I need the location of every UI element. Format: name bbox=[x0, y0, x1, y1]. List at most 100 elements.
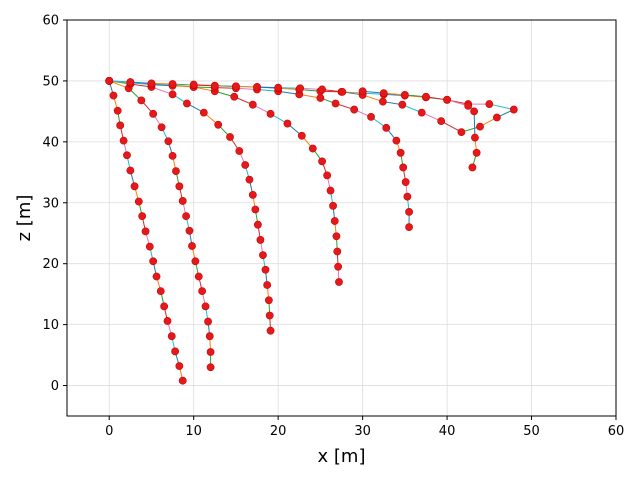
series-6 bbox=[105, 77, 518, 136]
data-point bbox=[350, 105, 359, 114]
data-point bbox=[468, 163, 477, 172]
data-point bbox=[318, 157, 326, 166]
data-point bbox=[251, 205, 260, 214]
data-point bbox=[332, 232, 341, 241]
data-point bbox=[156, 287, 165, 296]
data-point bbox=[149, 109, 158, 118]
data-point bbox=[464, 102, 473, 110]
data-point bbox=[405, 223, 413, 232]
data-point bbox=[160, 302, 169, 311]
data-point bbox=[403, 192, 412, 201]
data-point bbox=[283, 119, 292, 128]
x-tick-label: 0 bbox=[105, 424, 113, 439]
data-point bbox=[266, 109, 275, 118]
data-point bbox=[472, 148, 481, 157]
series-segment bbox=[473, 111, 476, 138]
data-point bbox=[168, 90, 177, 99]
data-point bbox=[138, 212, 147, 221]
data-point bbox=[168, 80, 177, 88]
data-point bbox=[175, 182, 184, 191]
data-point bbox=[183, 99, 191, 108]
data-point bbox=[471, 133, 479, 142]
data-point bbox=[253, 83, 261, 91]
data-point bbox=[330, 217, 339, 225]
data-point bbox=[137, 96, 146, 105]
data-point bbox=[210, 81, 219, 90]
x-tick-label: 50 bbox=[523, 424, 540, 439]
data-point bbox=[194, 272, 203, 281]
data-point bbox=[248, 100, 257, 109]
data-point bbox=[175, 362, 184, 370]
data-point bbox=[256, 236, 265, 244]
x-tick-label: 20 bbox=[270, 424, 287, 439]
y-tick-label: 0 bbox=[51, 379, 59, 394]
data-point bbox=[152, 272, 161, 281]
data-point bbox=[145, 242, 154, 251]
data-point bbox=[437, 117, 446, 126]
series-3 bbox=[105, 77, 275, 335]
ticks: 0 10 20 30 40 50 60 0 10 20 30 40 50 60 bbox=[42, 14, 624, 440]
data-point bbox=[126, 166, 135, 175]
y-tick-label: 20 bbox=[42, 257, 59, 272]
data-point bbox=[164, 137, 173, 146]
data-point bbox=[396, 148, 405, 157]
data-point bbox=[109, 91, 118, 100]
data-point bbox=[199, 108, 208, 117]
data-point bbox=[326, 186, 335, 195]
y-tick-label: 60 bbox=[42, 14, 59, 29]
y-axis-label: z [m] bbox=[14, 195, 35, 242]
data-point bbox=[399, 163, 408, 172]
data-point bbox=[178, 376, 187, 385]
data-point bbox=[493, 113, 501, 122]
data-point bbox=[401, 178, 410, 186]
data-point bbox=[105, 77, 114, 85]
data-point bbox=[323, 171, 332, 180]
data-point bbox=[335, 278, 343, 286]
data-point bbox=[191, 257, 200, 266]
data-point bbox=[189, 80, 198, 89]
data-point bbox=[230, 92, 239, 101]
data-point bbox=[171, 347, 180, 356]
data-point bbox=[266, 326, 275, 335]
data-point bbox=[334, 262, 343, 271]
data-point bbox=[274, 83, 283, 92]
x-tick-label: 30 bbox=[354, 424, 371, 439]
data-point bbox=[400, 91, 409, 99]
data-point bbox=[147, 79, 156, 88]
data-point bbox=[134, 197, 143, 206]
series-segment bbox=[489, 103, 514, 111]
data-point bbox=[185, 226, 194, 235]
x-tick-label: 60 bbox=[608, 424, 625, 439]
series-4 bbox=[105, 77, 343, 286]
data-point bbox=[329, 201, 337, 210]
data-point bbox=[308, 144, 317, 153]
data-point bbox=[398, 100, 407, 109]
data-point bbox=[378, 97, 387, 106]
data-point bbox=[265, 311, 274, 320]
data-point bbox=[417, 108, 426, 117]
data-point bbox=[263, 281, 272, 289]
data-point bbox=[172, 167, 180, 175]
data-point bbox=[392, 136, 401, 145]
y-tick-label: 50 bbox=[42, 74, 59, 89]
data-point bbox=[297, 131, 306, 140]
data-point bbox=[214, 120, 223, 129]
y-tick-label: 40 bbox=[42, 135, 59, 150]
data-point bbox=[367, 112, 375, 121]
data-point bbox=[253, 220, 262, 229]
data-point bbox=[264, 296, 273, 305]
data-point bbox=[245, 175, 254, 184]
data-point bbox=[485, 100, 494, 108]
data-point bbox=[318, 85, 326, 94]
data-point bbox=[130, 182, 139, 191]
data-point bbox=[204, 317, 212, 326]
data-point bbox=[188, 242, 196, 250]
data-point bbox=[113, 106, 122, 115]
data-point bbox=[167, 332, 176, 341]
data-point bbox=[206, 348, 215, 356]
data-point bbox=[182, 212, 190, 221]
data-point bbox=[476, 122, 484, 131]
data-point bbox=[358, 87, 367, 96]
data-point bbox=[119, 136, 128, 145]
